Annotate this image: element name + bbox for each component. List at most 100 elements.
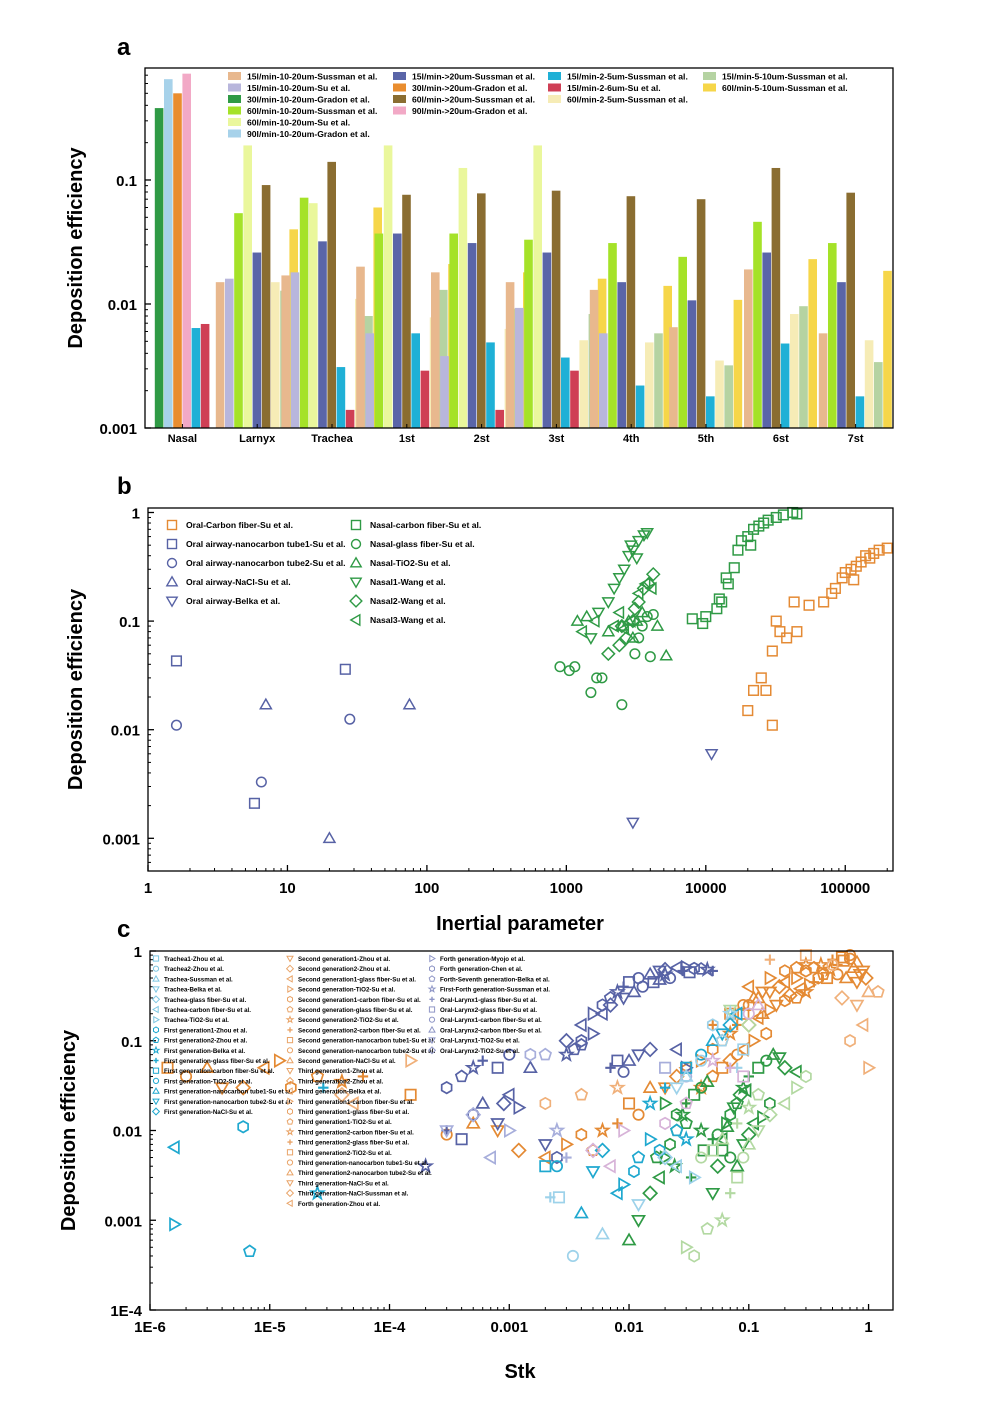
- data-point: [612, 573, 627, 585]
- legend-swatch: [548, 72, 561, 80]
- data-point: [339, 663, 351, 675]
- data-point: [737, 1043, 750, 1056]
- legend-label: Second generation-nanocarbon tube2-Su et…: [298, 1048, 435, 1055]
- bar: [420, 370, 430, 428]
- data-point: [170, 655, 183, 667]
- data-point: [587, 1006, 601, 1022]
- data-point: [863, 1060, 877, 1076]
- data-point: [623, 614, 636, 628]
- legend-label: 90l/min-10-20um-Gradon et al.: [247, 129, 370, 139]
- data-point: [700, 1221, 715, 1235]
- legend-label: Nasal2-Wang et al.: [370, 596, 446, 606]
- data-point: [770, 615, 782, 627]
- legend-marker: [151, 1045, 161, 1055]
- legend-label: 60l/min->20um-Sussman et al.: [412, 95, 535, 105]
- legend-label: Second generation2-carbon fiber-Su et al…: [298, 1027, 421, 1034]
- data-point: [829, 582, 841, 594]
- data-point: [584, 633, 598, 645]
- data-point: [791, 970, 805, 986]
- data-point: [791, 508, 803, 520]
- data-point: [725, 1062, 736, 1073]
- legend-marker: [428, 1037, 436, 1045]
- legend-swatch: [228, 83, 241, 92]
- data-point: [871, 984, 885, 998]
- data-point: [722, 1016, 739, 1033]
- legend-label: Second generation-glass fiber-Su et al.: [298, 1007, 413, 1014]
- data-point: [761, 1106, 778, 1123]
- legend-label: Second generation-TiO2-Su et al.: [298, 987, 395, 994]
- data-point: [779, 993, 791, 1008]
- legend-label: Second generation2-Zhou et al.: [298, 966, 390, 973]
- bar: [715, 360, 724, 428]
- bar: [706, 396, 715, 428]
- data-point: [764, 970, 778, 986]
- data-point: [692, 1121, 710, 1138]
- data-point: [601, 624, 616, 637]
- bar: [299, 197, 309, 428]
- x-tick-label: 4th: [623, 433, 640, 445]
- data-point: [248, 797, 261, 809]
- legend-marker: [152, 986, 160, 994]
- data-point: [695, 1048, 708, 1061]
- bar: [281, 275, 290, 428]
- data-point: [688, 1169, 702, 1185]
- data-point: [803, 599, 815, 611]
- legend-marker: [285, 1189, 295, 1198]
- data-point: [561, 1136, 575, 1152]
- legend-label: Third generation-NaCl-Sussman et al.: [298, 1191, 409, 1198]
- data-point: [402, 697, 417, 710]
- legend-label: Second generation2-TiO2-Su et al.: [298, 1017, 399, 1024]
- legend-marker: [350, 519, 362, 531]
- data-point: [601, 646, 616, 662]
- data-point: [750, 997, 766, 1011]
- data-point: [754, 986, 770, 1000]
- data-point: [642, 1041, 659, 1058]
- x-tick-label: 1E-5: [254, 1319, 286, 1336]
- data-point: [837, 954, 850, 967]
- data-point: [746, 990, 762, 1004]
- data-point: [636, 620, 648, 632]
- legend-label: Third generation-Belka et al.: [298, 1089, 381, 1096]
- bar: [608, 243, 617, 428]
- data-point: [617, 564, 632, 577]
- data-point: [669, 1041, 682, 1057]
- data-point: [707, 1019, 718, 1031]
- data-point: [318, 1082, 329, 1093]
- legend-label: Trachea-glass fiber-Su et al.: [164, 997, 246, 1004]
- data-point: [404, 1088, 417, 1101]
- bar: [874, 362, 883, 428]
- data-point: [629, 553, 644, 566]
- data-point: [697, 617, 709, 630]
- bar: [252, 252, 262, 428]
- data-point: [567, 1042, 582, 1056]
- x-tick-label: 1: [864, 1319, 872, 1336]
- data-point: [537, 1139, 553, 1153]
- data-point: [737, 998, 750, 1012]
- data-point: [641, 1094, 659, 1111]
- data-point: [745, 539, 757, 551]
- legend-marker: [287, 1108, 293, 1115]
- legend-marker: [166, 557, 178, 569]
- legend-marker: [287, 1097, 294, 1106]
- legend-marker: [286, 1037, 294, 1044]
- data-point: [551, 1150, 563, 1165]
- data-point: [587, 1026, 601, 1042]
- data-point: [579, 609, 594, 622]
- data-point: [255, 776, 267, 788]
- legend-marker: [153, 1057, 159, 1064]
- legend-label: First generation-nanocarbon tube1-Su et …: [164, 1089, 293, 1096]
- data-point: [273, 1053, 287, 1069]
- legend-marker: [428, 1025, 436, 1033]
- data-point: [728, 562, 740, 574]
- data-point: [242, 1244, 257, 1258]
- legend-marker: [428, 975, 436, 982]
- panel-b-label: b: [117, 473, 132, 500]
- legend-label: 60l/min-10-20um-Su et al.: [247, 118, 350, 128]
- y-tick-label: 0.1: [119, 614, 140, 631]
- legend-label: Oral airway-Belka et al.: [186, 596, 280, 606]
- bar: [505, 282, 515, 428]
- data-point: [777, 1096, 791, 1111]
- data-point: [686, 613, 698, 625]
- data-point: [732, 544, 744, 556]
- data-point: [770, 511, 782, 524]
